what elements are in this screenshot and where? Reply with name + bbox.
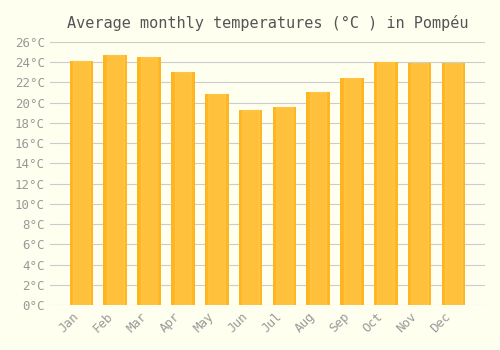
Bar <box>374 62 398 305</box>
Bar <box>408 63 432 305</box>
Bar <box>445 63 462 305</box>
Bar <box>107 55 124 305</box>
Bar <box>378 62 394 305</box>
Bar <box>141 57 158 305</box>
Bar <box>205 93 229 305</box>
Bar <box>208 93 225 305</box>
Bar <box>104 55 127 305</box>
Bar <box>70 61 94 305</box>
Bar <box>171 72 194 305</box>
Bar <box>138 57 161 305</box>
Bar <box>340 78 364 305</box>
Bar <box>242 110 259 305</box>
Bar <box>344 78 360 305</box>
Bar <box>276 107 292 305</box>
Bar <box>306 92 330 305</box>
Title: Average monthly temperatures (°C ) in Pompéu: Average monthly temperatures (°C ) in Po… <box>66 15 468 31</box>
Bar <box>238 110 262 305</box>
Bar <box>412 63 428 305</box>
Bar <box>73 61 90 305</box>
Bar <box>272 107 296 305</box>
Bar <box>442 63 465 305</box>
Bar <box>174 72 191 305</box>
Bar <box>310 92 326 305</box>
